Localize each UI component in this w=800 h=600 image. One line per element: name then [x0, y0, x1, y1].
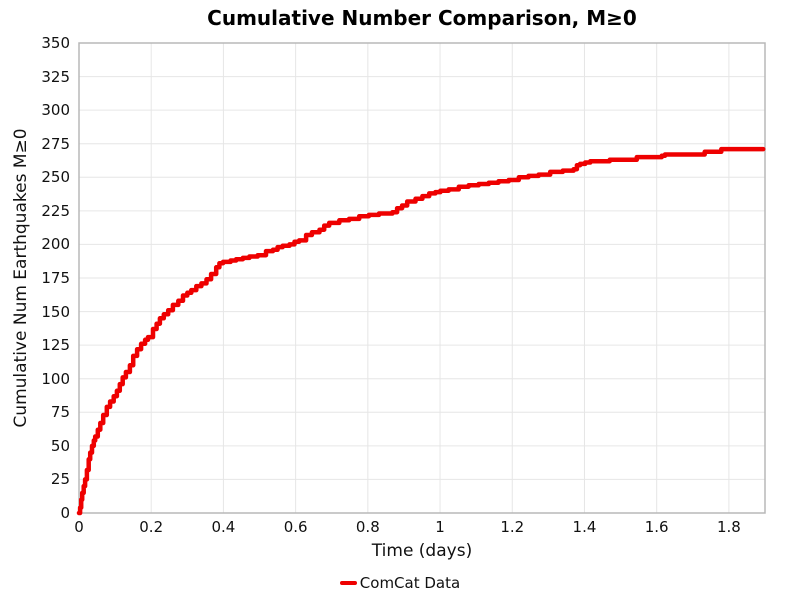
y-tick-label: 0 [60, 504, 70, 522]
x-tick-label: 1.8 [716, 518, 741, 536]
legend: ComCat Data [0, 571, 800, 595]
y-tick-label: 350 [41, 34, 70, 52]
y-tick-label: 150 [41, 302, 70, 321]
y-tick-label: 300 [41, 101, 70, 120]
chart-title: Cumulative Number Comparison, M≥0 [207, 6, 637, 30]
legend-label: ComCat Data [359, 574, 461, 592]
x-tick-label: 1.4 [572, 518, 597, 536]
y-tick-label: 50 [50, 436, 70, 455]
y-tick-label: 25 [50, 470, 70, 489]
y-axis-label: Cumulative Num Earthquakes M≥0 [11, 128, 31, 428]
y-tick-label: 100 [41, 369, 70, 388]
series-line-comcat-data [76, 146, 766, 516]
x-tick-label: 1 [435, 518, 445, 536]
legend-item-comcat-data[interactable]: ComCat Data [339, 574, 461, 592]
y-tick-label: 250 [41, 168, 70, 187]
y-tick-label: 125 [41, 336, 70, 355]
y-tick-label: 175 [41, 269, 70, 287]
x-axis-label: Time (days) [371, 541, 473, 561]
x-tick-label: 0.2 [139, 518, 164, 536]
x-tick-label: 0.8 [355, 518, 380, 536]
x-tick-label: 0.6 [283, 518, 308, 536]
y-tick-label: 75 [50, 403, 70, 422]
y-tick-label: 325 [41, 67, 70, 86]
plot-border [78, 42, 766, 514]
legend-line-marker [339, 581, 357, 585]
x-tick-label: 1.2 [500, 518, 525, 536]
x-tick-label: 0.4 [211, 518, 236, 536]
y-tick-label: 275 [41, 134, 70, 153]
x-tick-label: 0 [74, 518, 84, 536]
y-tick-label: 200 [41, 235, 70, 254]
y-tick-label: 225 [41, 201, 70, 220]
x-tick-label: 1.6 [644, 518, 669, 536]
